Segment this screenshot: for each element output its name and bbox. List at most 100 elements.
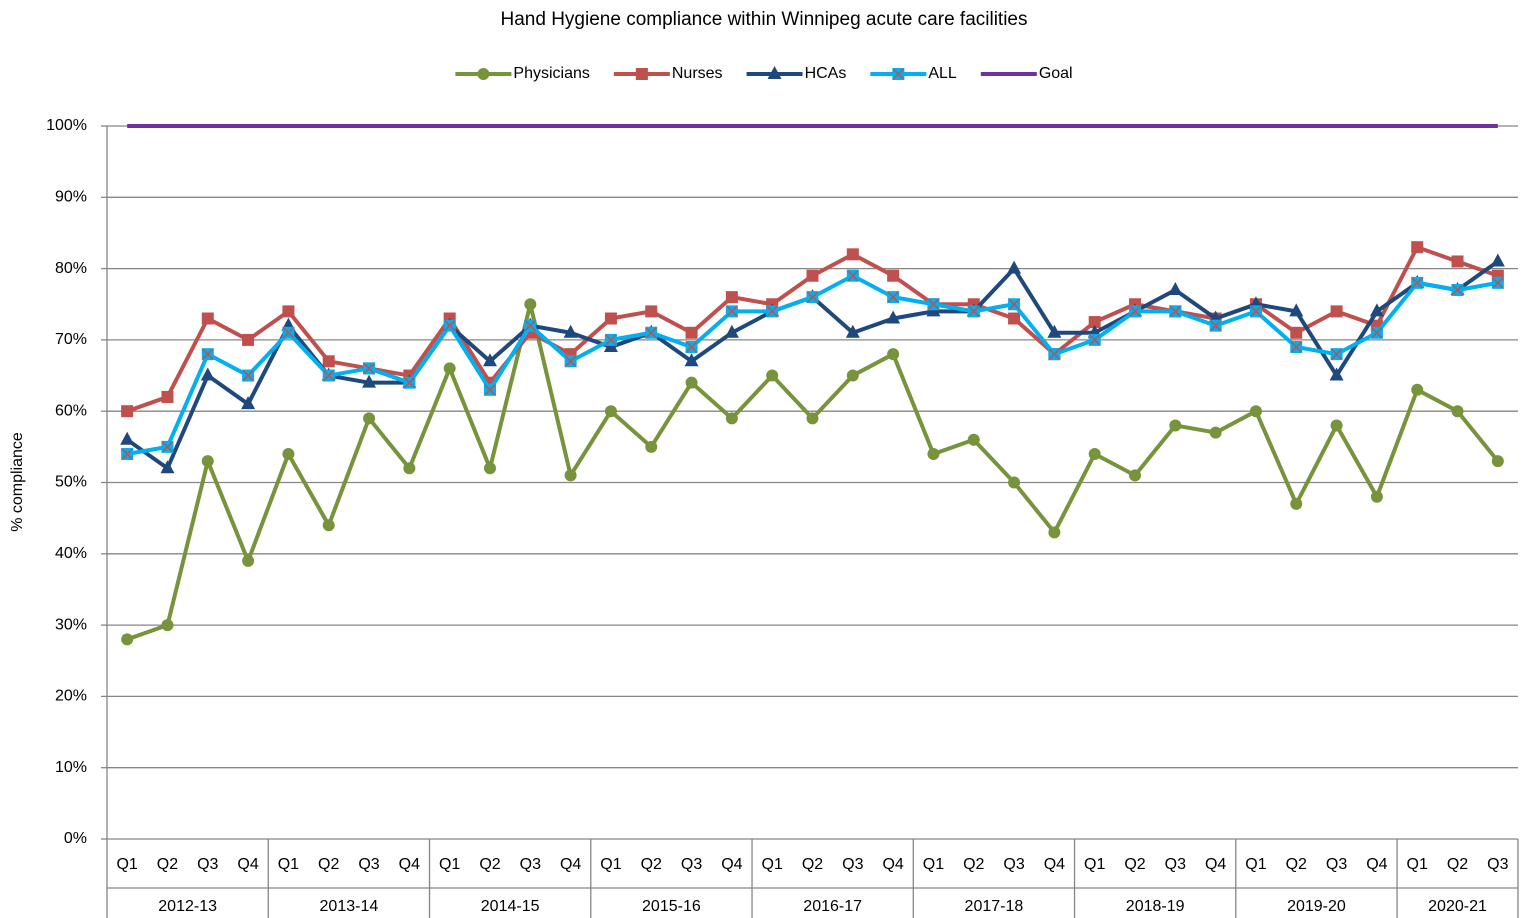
x-tick-label: Q2 <box>1447 856 1468 873</box>
marker <box>767 66 782 79</box>
x-tick-label: Q4 <box>237 856 258 873</box>
marker <box>685 341 698 354</box>
marker <box>725 291 738 304</box>
marker <box>645 305 658 318</box>
marker-cross <box>524 320 536 332</box>
x-tick-label: Q4 <box>1205 856 1226 873</box>
x-tick-label: Q1 <box>600 856 621 873</box>
marker <box>282 326 295 339</box>
marker <box>967 305 980 318</box>
marker <box>1411 383 1424 396</box>
marker-cross <box>927 298 939 310</box>
y-tick-label: 90% <box>55 189 87 206</box>
x-tick-label: Q3 <box>1003 856 1024 873</box>
x-tick-label: Q4 <box>1044 856 1065 873</box>
marker-cross <box>1290 341 1302 353</box>
marker-cross <box>323 370 335 382</box>
marker-cross <box>766 305 778 317</box>
marker <box>121 633 134 646</box>
x-tick-label: Q3 <box>520 856 541 873</box>
marker-cross <box>202 348 214 360</box>
x-group-label: 2016-17 <box>803 898 862 915</box>
marker <box>1249 305 1262 318</box>
marker-cross <box>887 291 899 303</box>
x-tick-label: Q1 <box>439 856 460 873</box>
marker <box>161 619 174 632</box>
x-tick-label: Q2 <box>1286 856 1307 873</box>
marker-cross <box>847 270 859 282</box>
marker-cross <box>1371 327 1383 339</box>
marker <box>886 310 901 324</box>
marker <box>443 362 456 375</box>
marker <box>1008 312 1021 325</box>
marker <box>1330 348 1343 361</box>
marker-cross <box>484 384 496 396</box>
marker <box>1290 341 1303 354</box>
marker <box>967 433 980 446</box>
marker-cross <box>242 370 254 382</box>
x-tick-label: Q2 <box>157 856 178 873</box>
marker-cross <box>1411 277 1423 289</box>
marker <box>1168 281 1183 295</box>
marker <box>1047 324 1062 338</box>
marker-cross <box>1129 305 1141 317</box>
marker <box>563 324 578 338</box>
legend-label: HCAs <box>805 65 847 82</box>
x-tick-label: Q3 <box>681 856 702 873</box>
x-tick-label: Q4 <box>1366 856 1387 873</box>
marker-cross <box>1250 305 1262 317</box>
marker <box>403 462 416 475</box>
marker <box>121 405 134 418</box>
marker <box>1209 319 1222 332</box>
marker <box>524 319 537 332</box>
y-axis-label: % compliance <box>9 432 26 532</box>
marker-cross <box>1169 305 1181 317</box>
marker <box>1451 255 1464 268</box>
marker <box>282 447 295 460</box>
marker <box>483 383 496 396</box>
marker <box>1088 333 1101 346</box>
marker-cross <box>806 291 819 303</box>
x-tick-label: Q1 <box>923 856 944 873</box>
marker <box>645 326 658 339</box>
x-tick-label: Q1 <box>1245 856 1266 873</box>
marker <box>604 312 617 325</box>
y-tick-label: 100% <box>46 117 87 134</box>
x-tick-label: Q3 <box>358 856 379 873</box>
marker <box>1491 276 1504 289</box>
marker <box>242 554 255 567</box>
marker <box>1329 367 1344 381</box>
marker <box>604 405 617 418</box>
marker-cross <box>1210 320 1222 332</box>
x-group-label: 2015-16 <box>642 898 701 915</box>
y-tick-label: 20% <box>55 688 87 705</box>
marker <box>1411 276 1424 289</box>
x-tick-label: Q4 <box>721 856 742 873</box>
marker <box>1209 426 1222 439</box>
y-tick-label: 60% <box>55 402 87 419</box>
marker <box>1411 241 1424 254</box>
marker <box>201 348 214 361</box>
marker <box>604 333 617 346</box>
y-tick-label: 10% <box>55 759 87 776</box>
x-tick-label: Q1 <box>1407 856 1428 873</box>
marker <box>1451 283 1464 296</box>
marker <box>1169 305 1182 318</box>
marker <box>685 376 698 389</box>
x-tick-label: Q1 <box>278 856 299 873</box>
marker <box>477 68 490 80</box>
marker <box>887 291 900 304</box>
marker-cross <box>892 68 904 80</box>
x-tick-label: Q2 <box>1124 856 1145 873</box>
marker <box>1249 405 1262 418</box>
marker <box>161 440 174 453</box>
marker <box>1290 326 1303 339</box>
marker <box>282 305 295 318</box>
chart-title: Hand Hygiene compliance within Winnipeg … <box>501 9 1028 30</box>
marker <box>403 376 416 389</box>
marker <box>322 369 335 382</box>
x-tick-label: Q3 <box>197 856 218 873</box>
marker <box>1008 476 1021 489</box>
marker <box>1169 419 1182 432</box>
marker <box>725 305 738 318</box>
